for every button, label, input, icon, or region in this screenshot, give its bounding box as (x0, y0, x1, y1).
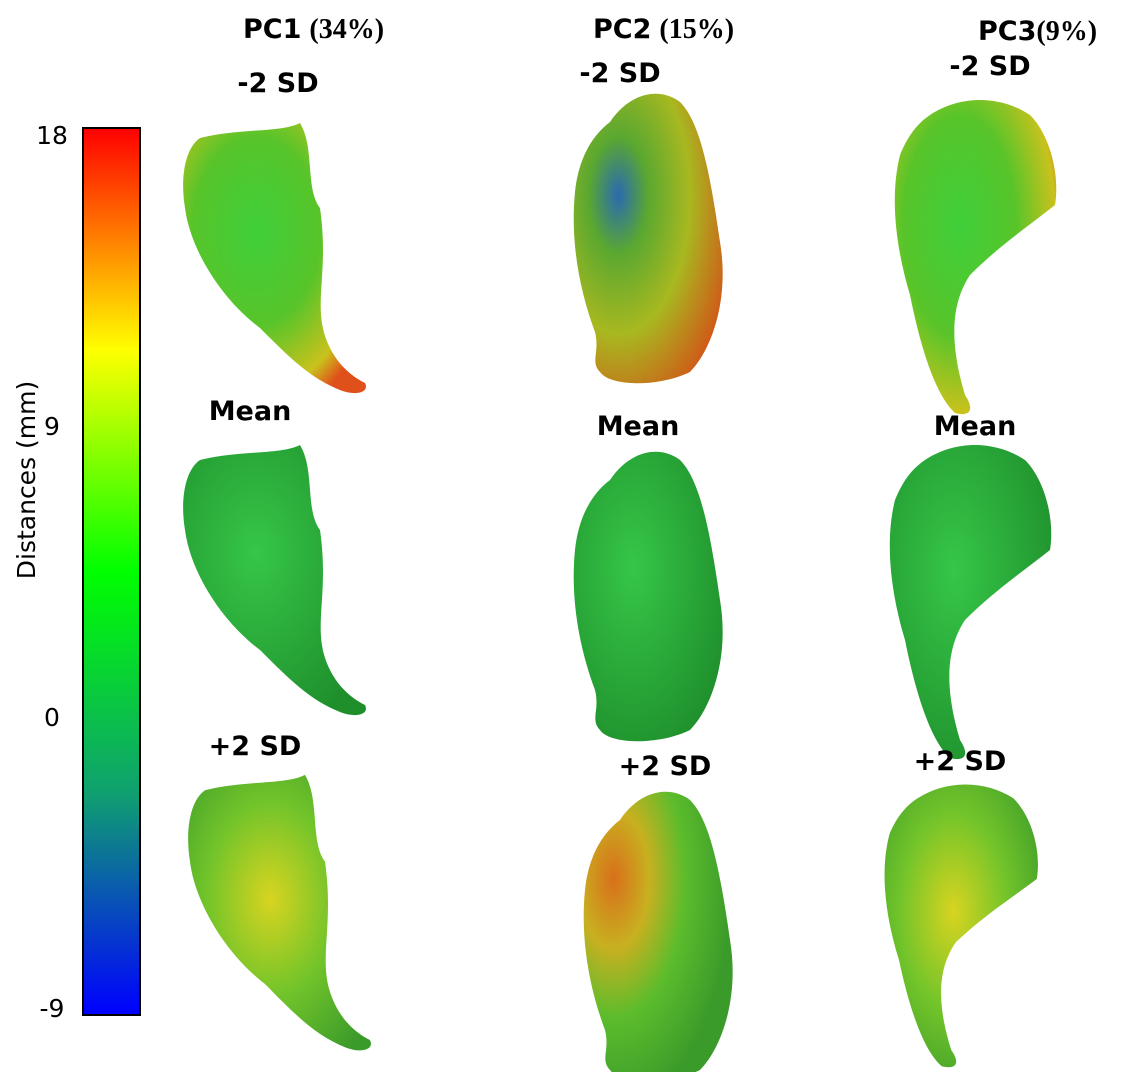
shape (188, 775, 371, 1050)
shape (890, 445, 1051, 759)
row-label: -2 SD (579, 58, 660, 89)
row-label: +2 SD (209, 731, 302, 762)
column-title: PC2 (593, 14, 651, 45)
column-variance: (15%) (659, 14, 734, 45)
colorbar-label: Distances (mm) (12, 381, 41, 580)
shapes (183, 94, 1056, 1072)
colorbar-tick-label: 9 (44, 412, 60, 441)
row-label: Mean (597, 411, 680, 442)
colorbar (83, 128, 140, 1015)
colorbar-tick-label: 0 (44, 703, 60, 732)
shape (183, 123, 366, 393)
column-header: PC2 (15%) (593, 14, 734, 45)
column-variance: (34%) (309, 14, 384, 45)
column-title: PC3 (978, 16, 1036, 47)
shape (885, 785, 1038, 1068)
shape (574, 94, 723, 383)
figure: Distances (mm) 1890-9 PC1(34%) PC2(15%) … (0, 0, 1123, 1072)
row-label: Mean (934, 411, 1017, 442)
row-label: -2 SD (237, 68, 318, 99)
shape (574, 452, 723, 741)
row-label: +2 SD (914, 746, 1007, 777)
column-title: PC1 (243, 14, 301, 45)
shape (183, 445, 366, 715)
row-label: -2 SD (949, 51, 1030, 82)
row-label: Mean (209, 396, 292, 427)
row-label: +2 SD (619, 751, 712, 782)
colorbar-tick-label: 18 (36, 121, 68, 150)
shape (584, 792, 733, 1072)
column-header: PC1 (34%) (243, 14, 384, 45)
colorbar-tick-label: -9 (40, 994, 65, 1023)
shape (895, 100, 1056, 414)
column-header: PC3(9%) (978, 16, 1097, 47)
column-variance: (9%) (1036, 16, 1097, 47)
